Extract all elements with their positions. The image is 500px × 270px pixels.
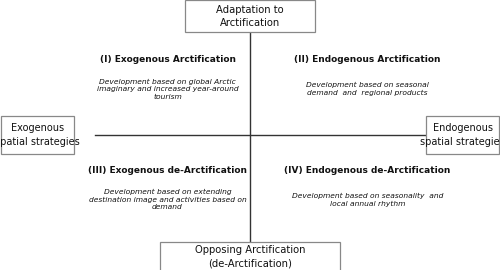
Text: Opposing Arctification
(de-Arctification): Opposing Arctification (de-Arctification… xyxy=(195,245,305,268)
FancyBboxPatch shape xyxy=(185,0,315,32)
Text: (I) Exogenous Arctification: (I) Exogenous Arctification xyxy=(100,55,235,64)
Text: Exogenous
spatial strategies: Exogenous spatial strategies xyxy=(0,123,80,147)
Text: (II) Endogenous Arctification: (II) Endogenous Arctification xyxy=(294,55,441,64)
Text: Development based on global Arctic
imaginary and increased year-around
tourism: Development based on global Arctic imagi… xyxy=(96,79,238,100)
Text: Development based on seasonal
demand  and  regional products: Development based on seasonal demand and… xyxy=(306,82,429,96)
Text: (IV) Endogenous de-Arctification: (IV) Endogenous de-Arctification xyxy=(284,166,450,175)
Text: Adaptation to
Arctification: Adaptation to Arctification xyxy=(216,5,284,28)
Text: Development based on extending
destination image and activities based on
demand: Development based on extending destinati… xyxy=(88,189,246,210)
Text: Endogenous
spatial strategies: Endogenous spatial strategies xyxy=(420,123,500,147)
FancyBboxPatch shape xyxy=(426,116,499,154)
FancyBboxPatch shape xyxy=(1,116,74,154)
Text: Development based on seasonality  and
local annual rhythm: Development based on seasonality and loc… xyxy=(292,193,443,207)
FancyBboxPatch shape xyxy=(160,242,340,270)
Text: (III) Exogenous de-Arctification: (III) Exogenous de-Arctification xyxy=(88,166,247,175)
